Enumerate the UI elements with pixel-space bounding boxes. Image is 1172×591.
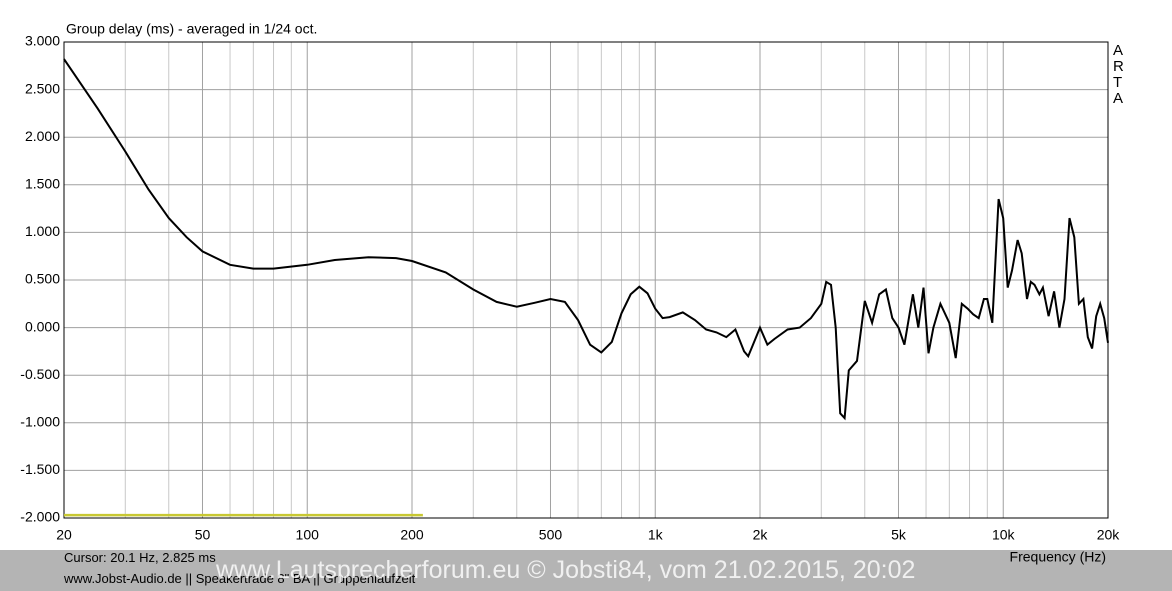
x-tick-label: 20k	[1097, 527, 1121, 543]
x-axis-label: Frequency (Hz)	[1010, 549, 1106, 565]
y-tick-label: 1.000	[25, 223, 60, 239]
x-tick-label: 1k	[648, 527, 664, 543]
y-tick-label: 2.500	[25, 80, 60, 96]
y-tick-label: -0.500	[20, 366, 60, 382]
watermark: www.Lautsprecherforum.eu © Jobsti84, vom…	[216, 556, 916, 584]
series-line	[63, 58, 1109, 421]
x-tick-label: 500	[539, 527, 563, 543]
brand: ARTA	[1113, 42, 1124, 107]
x-tick-label: 2k	[753, 527, 769, 543]
y-tick-label: -1.500	[20, 461, 60, 477]
x-tick-label: 100	[296, 527, 320, 543]
y-tick-label: 2.000	[25, 128, 60, 144]
x-tick-label: 200	[400, 527, 424, 543]
chart-title: Group delay (ms) - averaged in 1/24 oct.	[66, 21, 317, 37]
footer: www.Jobst-Audio.de || Speakertrade 8" BA…	[64, 571, 416, 586]
plot-frame	[63, 41, 1109, 519]
x-tick-label: 5k	[891, 527, 907, 543]
status-band	[0, 550, 1172, 591]
y-tick-label: 1.500	[25, 176, 60, 192]
x-tick-label: 10k	[992, 527, 1016, 543]
y-tick-label: 0.000	[25, 318, 60, 334]
y-tick-label: -1.000	[20, 414, 60, 430]
x-tick-label: 20	[56, 527, 72, 543]
x-tick-label: 50	[195, 527, 211, 543]
y-tick-label: 0.500	[25, 271, 60, 287]
y-tick-label: 3.000	[25, 33, 60, 49]
y-tick-label: -2.000	[20, 509, 60, 525]
cursor-readout: Cursor: 20.1 Hz, 2.825 ms	[64, 550, 216, 565]
